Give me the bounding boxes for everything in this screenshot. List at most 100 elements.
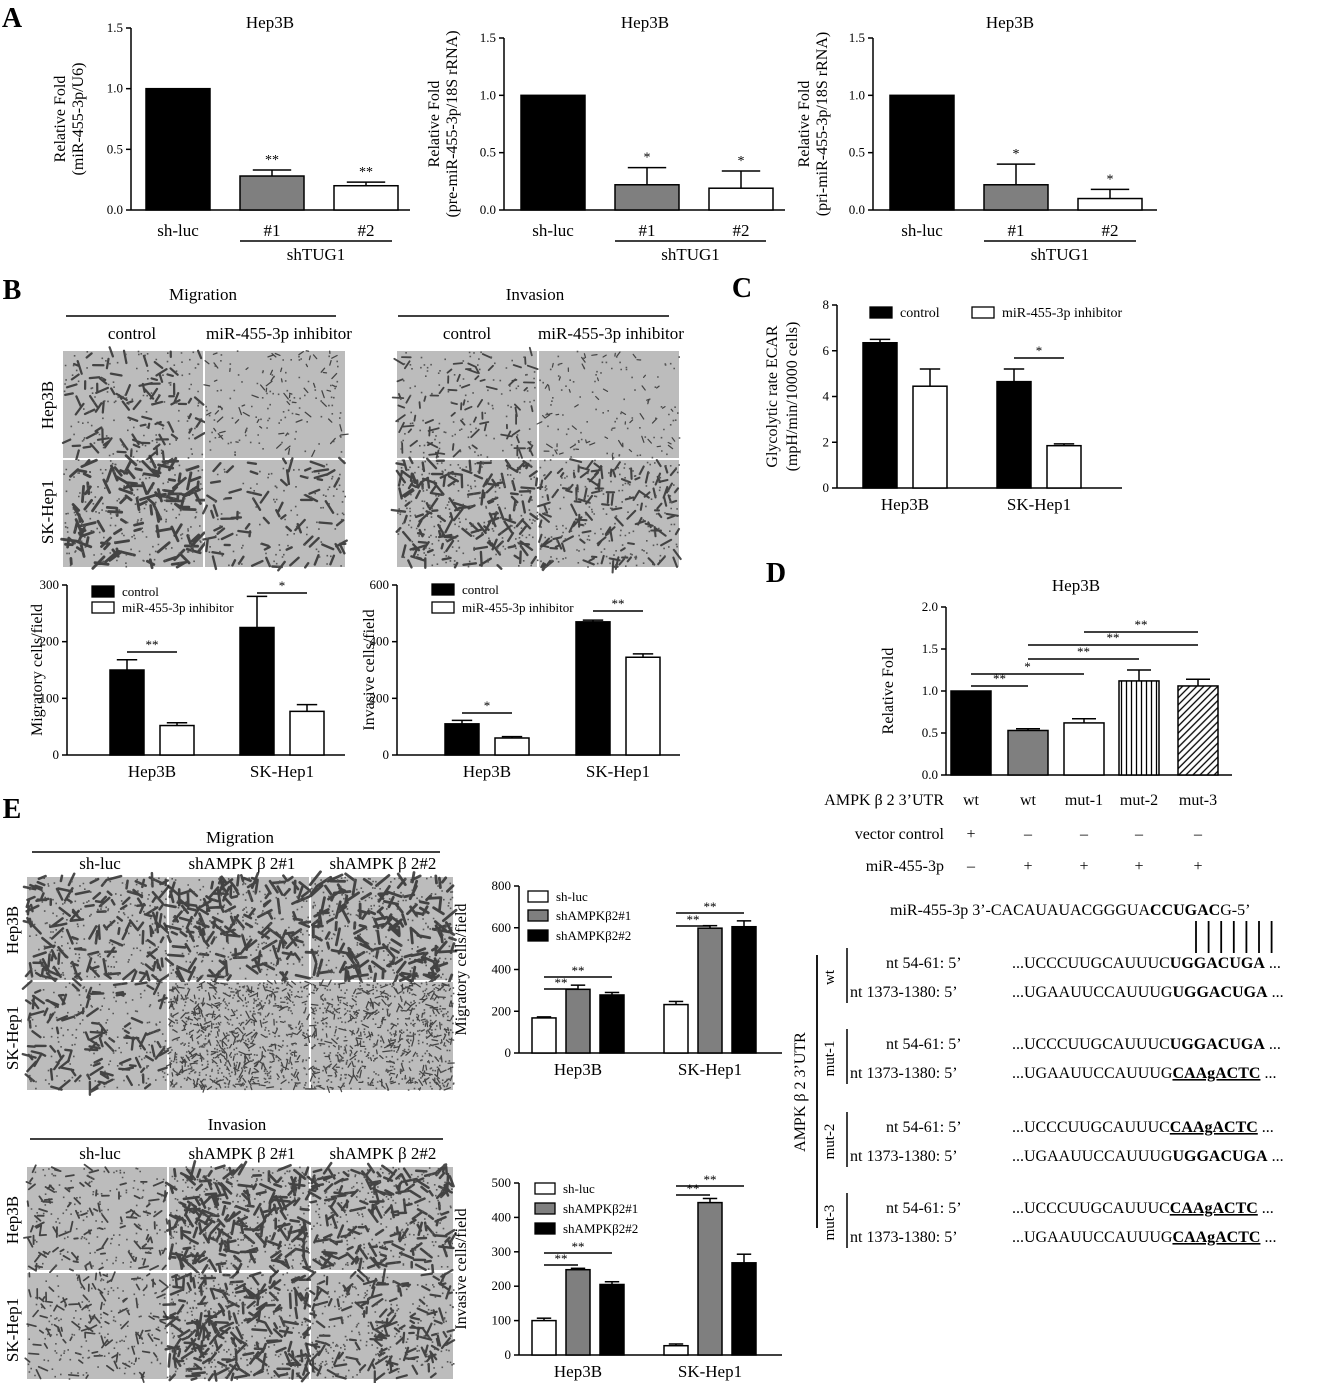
sequence-fragment: ...UCCCUUGCAUUUC [1012, 955, 1170, 972]
micrograph-pores [397, 351, 536, 459]
x-tick-label: SK-Hep1 [678, 1060, 742, 1079]
seed-region: CCUGAC [1150, 902, 1220, 919]
x-tick-label: #2 [733, 221, 750, 240]
sequence-fragment: miR-455-3p 3’-CACAUAUACGGGUA [890, 902, 1150, 919]
micrograph-pores [311, 1273, 455, 1379]
table-cell: mut-3 [1179, 792, 1217, 809]
micrograph-pores [311, 981, 455, 1091]
x-tick-label: #2 [1102, 221, 1119, 240]
col-label: sh-luc [79, 854, 121, 873]
x-tick-label: Hep3B [881, 495, 929, 514]
target-site: UGGACUGA [1172, 1148, 1268, 1165]
bar [1063, 722, 1105, 776]
col-label-control: control [443, 324, 491, 343]
micrograph-pores [311, 1166, 453, 1270]
sequence-line: nt 1373-1380: 5’ [850, 1148, 958, 1165]
chart-title: Hep3B [986, 13, 1034, 32]
sequence-line: ...UCCCUUGCAUUUCUGGACUGA ... [1012, 955, 1281, 972]
micrograph-pores [169, 981, 310, 1091]
legend-swatch [527, 909, 549, 922]
legend-swatch [534, 1182, 556, 1195]
y-tick-label: 1.5 [922, 641, 938, 656]
micrograph-cells [202, 456, 348, 572]
y-tick-label: 0 [53, 747, 60, 762]
significance-mark: ** [359, 165, 373, 180]
B1-bar [109, 669, 145, 756]
y-axis-label: (pre-miR-455-3p/18S rRNA) [444, 30, 461, 217]
legend-label: control [900, 306, 940, 321]
group-name: mut-2 [822, 1124, 838, 1160]
col-label-inhibitor: miR-455-3p inhibitor [538, 324, 684, 343]
group-label: shTUG1 [287, 245, 346, 264]
y-tick-label: 400 [492, 962, 512, 977]
micrograph-pores [539, 459, 680, 568]
table-cell: + [1079, 858, 1088, 875]
sequence-fragment: ... [1260, 1229, 1276, 1246]
y-tick-label: 300 [40, 577, 60, 592]
table-cell: wt [1020, 792, 1037, 809]
target-site: UGGACUGA [1170, 955, 1266, 972]
sequence-fragment: nt 1373-1380: 5’ [850, 1065, 958, 1082]
y-axis-label: (mpH/min/10000 cells) [784, 322, 801, 472]
y-tick-label: 1.0 [922, 683, 938, 698]
row-label-skhep1: SK-Hep1 [3, 1298, 22, 1362]
micrograph-pores [27, 981, 169, 1090]
sequence-line: nt 54-61: 5’ [886, 1036, 962, 1053]
bar-#2 [333, 184, 399, 211]
micrograph-pores [205, 350, 343, 456]
group-label: shTUG1 [1031, 245, 1090, 264]
sequence-fragment: ...UCCCUUGCAUUUC [1012, 1200, 1170, 1217]
col-label: shAMPK β 2#1 [189, 1144, 296, 1163]
header-migration: Migration [169, 285, 237, 304]
y-tick-label: 1.0 [849, 87, 865, 102]
table-cell: mut-2 [1120, 792, 1158, 809]
C-bar [912, 385, 948, 489]
significance-mark: ** [704, 899, 717, 914]
table-cell: – [966, 858, 976, 875]
sequence-fragment: nt 54-61: 5’ [886, 1200, 962, 1217]
y-tick-label: 100 [492, 1313, 512, 1328]
E1-bar [697, 927, 723, 1054]
y-tick-label: 200 [492, 1278, 512, 1293]
x-tick-label: SK-Hep1 [250, 762, 314, 781]
table-row-label: AMPK β 2 3’UTR [824, 792, 944, 809]
bar [1118, 680, 1160, 776]
y-axis-label: Migratory cells/field [453, 904, 470, 1036]
legend-label: miR-455-3p inhibitor [122, 600, 234, 615]
y-tick-label: 0.5 [849, 145, 865, 160]
sequence-line: ...UGAAUUCCAUUUGCAAgACTC ... [1012, 1065, 1276, 1082]
y-axis-label: Invasive cells/field [453, 1208, 470, 1329]
bar-#1 [614, 184, 680, 211]
legend-swatch [869, 306, 893, 319]
y-tick-label: 800 [492, 878, 512, 893]
col-label: shAMPK β 2#2 [330, 854, 437, 873]
significance-mark: ** [993, 671, 1006, 686]
micrograph-mig-skhep1-inhibitor [202, 456, 348, 572]
row-label-hep3b: Hep3B [3, 1196, 22, 1244]
sequence-line: nt 54-61: 5’ [886, 1119, 962, 1136]
y-tick-label: 2.0 [922, 599, 938, 614]
bar-sh-luc [520, 94, 586, 211]
E2-bar [697, 1201, 723, 1356]
chart-title: Hep3B [1052, 576, 1100, 595]
sequence-fragment: ... [1268, 1148, 1284, 1165]
micrograph-pores [539, 350, 681, 459]
micrograph-pores [27, 1273, 169, 1380]
header-invasion: Invasion [506, 285, 565, 304]
bar-sh-luc [889, 94, 955, 211]
sequence-line: ...UGAAUUCCAUUUGUGGACUGA ... [1012, 984, 1284, 1001]
y-tick-label: 200 [492, 1003, 512, 1018]
x-tick-label: #1 [1008, 221, 1025, 240]
group-name: wt [822, 969, 838, 985]
E1-bar [731, 925, 757, 1054]
y-tick-label: 1.5 [480, 30, 496, 45]
table-cell: + [966, 826, 975, 843]
sequence-fragment: nt 1373-1380: 5’ [850, 984, 958, 1001]
B2-bar [494, 737, 530, 756]
bar [950, 690, 992, 776]
y-tick-label: 0.0 [107, 202, 123, 217]
y-tick-label: 0 [823, 480, 830, 495]
x-tick-label: SK-Hep1 [678, 1362, 742, 1381]
y-tick-label: 400 [370, 634, 390, 649]
table-cell: mut-1 [1065, 792, 1103, 809]
